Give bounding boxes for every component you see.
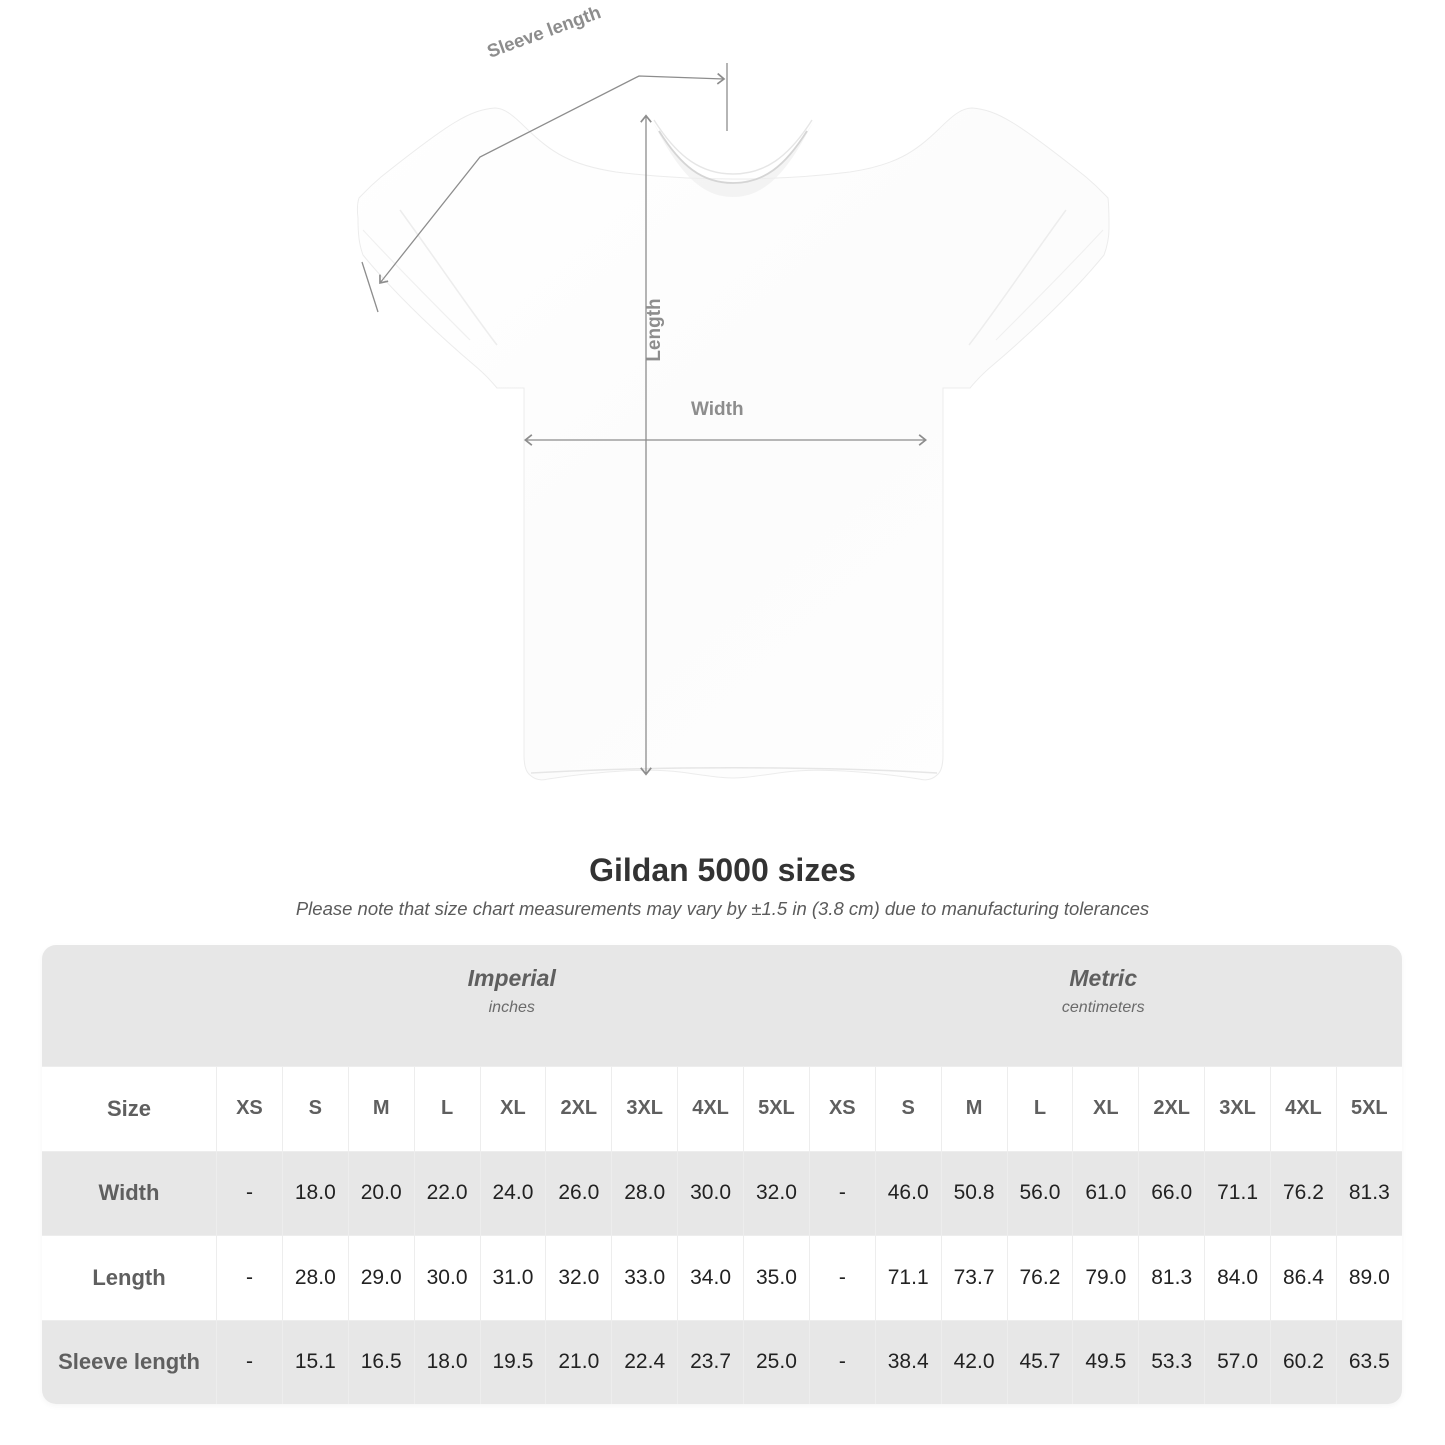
svg-text:Sleeve length: Sleeve length (484, 1, 603, 62)
svg-text:Length: Length (644, 298, 665, 361)
svg-text:Width: Width (691, 399, 744, 420)
